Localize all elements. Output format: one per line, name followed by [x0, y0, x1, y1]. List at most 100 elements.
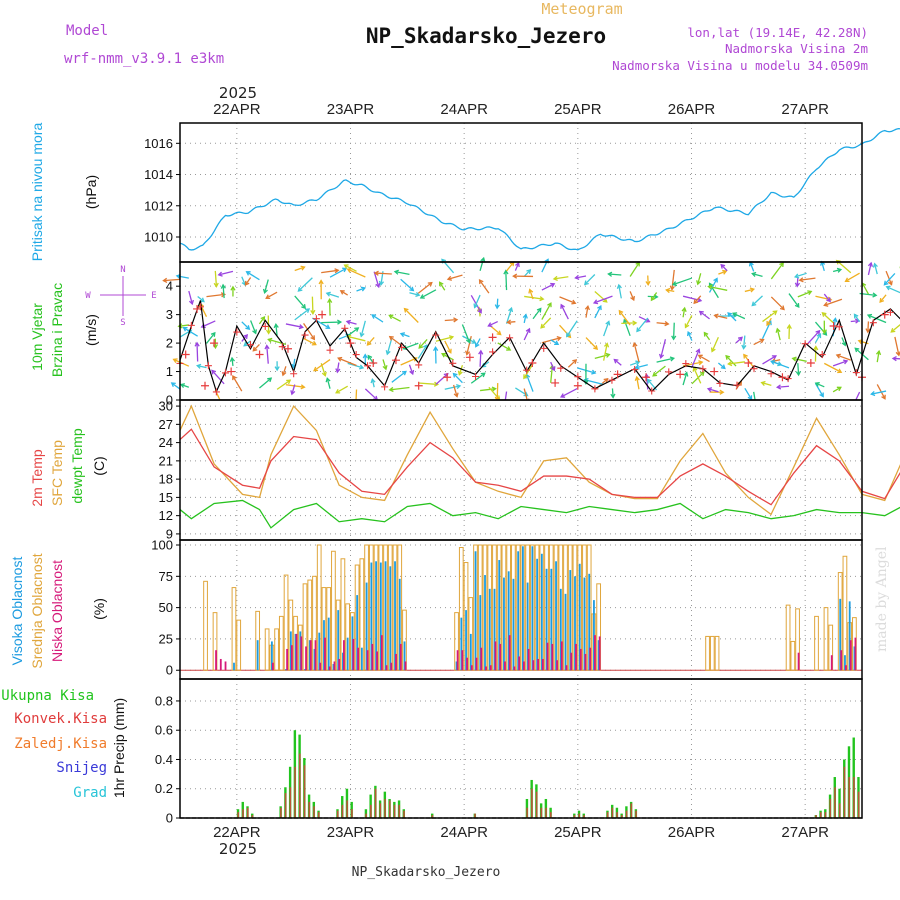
- wind-arrow: [540, 317, 552, 329]
- precip-bar-conv: [843, 766, 846, 818]
- wind-arrowhead: [821, 329, 827, 335]
- wind-arrowhead: [199, 297, 205, 303]
- wind-arrow: [584, 274, 596, 285]
- precip-bar-conv: [583, 815, 585, 818]
- wind-arrow: [792, 357, 807, 362]
- cloud-bar-high: [308, 640, 311, 671]
- cloud-bar-mid: [823, 607, 829, 671]
- wind-arrow: [873, 263, 878, 275]
- wind-arrowhead: [335, 368, 341, 374]
- cloud-bar-high: [498, 560, 501, 671]
- wind-arrowhead: [603, 377, 609, 383]
- cloud-bar-mid: [383, 544, 388, 671]
- wind-arrow: [346, 320, 357, 325]
- wind-speed-marker: [648, 387, 656, 395]
- wind-arrowhead: [245, 325, 251, 330]
- wind-arrowhead: [539, 296, 545, 302]
- wind-arrowhead: [179, 383, 186, 389]
- wind-arrow: [321, 269, 339, 274]
- wind-arrow: [871, 390, 887, 395]
- wind-arrowhead: [267, 337, 273, 343]
- cloud-bar-high: [569, 570, 572, 671]
- cloud-bar-high: [285, 668, 287, 671]
- precip-bar-conv: [351, 809, 353, 818]
- wind-arrowhead: [401, 370, 407, 376]
- cloud-bar-high: [503, 577, 505, 671]
- cloud-bar-low: [395, 653, 397, 671]
- wind-arrowhead: [713, 313, 719, 319]
- wind-arrow: [439, 281, 446, 291]
- wind-gust-marker: [551, 378, 560, 387]
- compass-n: N: [120, 265, 125, 275]
- cloud-title-low: Niska Oblacnost: [49, 560, 65, 662]
- pressure-panel: 1010 1012 1014 1016: [144, 123, 900, 262]
- wind-arrowhead: [337, 356, 343, 362]
- wind-arrowhead: [339, 290, 345, 295]
- cloud-bar-high: [398, 578, 401, 671]
- wind-arrowhead: [618, 309, 624, 315]
- wind-arrow: [656, 357, 674, 363]
- wind-gust-marker: [201, 381, 210, 390]
- wind-arrowhead: [403, 307, 409, 313]
- wind-arrowhead: [243, 341, 249, 347]
- wind-arrowhead: [478, 349, 484, 355]
- wind-arrowhead: [823, 301, 829, 307]
- wind-arrow: [479, 279, 490, 294]
- precip-bar-conv: [403, 810, 405, 818]
- wind-arrowhead: [684, 323, 690, 329]
- wind-gust-marker: [488, 333, 497, 342]
- wind-arrowhead: [388, 314, 394, 320]
- wind-speed-marker: [341, 324, 349, 332]
- dewpt-line: [179, 499, 900, 529]
- cloud-bar-high: [304, 668, 306, 671]
- compass-s: S: [120, 318, 125, 328]
- wind-arrow: [699, 310, 710, 320]
- cloud-bar-mid: [586, 544, 592, 671]
- wind-arrow: [400, 357, 417, 366]
- wind-arrowhead: [872, 292, 878, 298]
- cloud-bar-low: [845, 665, 847, 671]
- cloud-bar-low: [309, 640, 312, 671]
- wind-speed-marker: [472, 373, 480, 381]
- cloud-bar-low: [215, 650, 217, 671]
- temp-title-2m: 2m Temp: [29, 449, 45, 507]
- cloud-bar-low: [489, 665, 492, 671]
- wind-speed-marker: [591, 385, 599, 393]
- wind-arrowhead: [273, 323, 279, 329]
- wind-arrow: [867, 262, 872, 276]
- wind-speed-marker: [415, 361, 423, 369]
- wind-speed-marker: [631, 366, 639, 374]
- wind-arrowhead: [853, 313, 859, 319]
- wind-arrow: [458, 364, 464, 375]
- wind-arrow: [684, 315, 693, 328]
- cloud-bar-low: [565, 665, 568, 671]
- cloud-bar-mid: [785, 604, 791, 671]
- wind-arrowhead: [310, 309, 316, 315]
- wind-gust-marker: [613, 370, 622, 379]
- wind-arrowhead: [265, 294, 271, 300]
- wind-arrow: [749, 262, 755, 272]
- wind-arrowhead: [375, 282, 381, 289]
- cloud-bar-low: [470, 665, 473, 671]
- precip-bar-conv: [540, 807, 543, 818]
- temp-unit: (C): [91, 456, 107, 475]
- cloud-bar-low: [224, 661, 227, 671]
- wind-arrow: [594, 305, 602, 319]
- wind-arrowhead: [881, 394, 886, 400]
- precip-bar-conv: [299, 753, 301, 818]
- wind-arrowhead: [399, 332, 406, 338]
- wind-gust-marker: [283, 344, 292, 353]
- wind-arrowhead: [616, 283, 622, 289]
- wind-arrow: [697, 273, 702, 285]
- wind-speed-marker: [699, 365, 707, 373]
- wind-arrowhead: [526, 268, 532, 274]
- wind-arrowhead: [605, 352, 611, 358]
- wind-arrow: [420, 289, 437, 299]
- wind-arrow: [505, 307, 513, 324]
- wind-arrow: [836, 354, 851, 361]
- cloud-bar-low: [357, 647, 360, 671]
- wind-arrow: [312, 317, 330, 329]
- wind-arrowhead: [636, 327, 641, 333]
- wind-arrow: [356, 287, 366, 292]
